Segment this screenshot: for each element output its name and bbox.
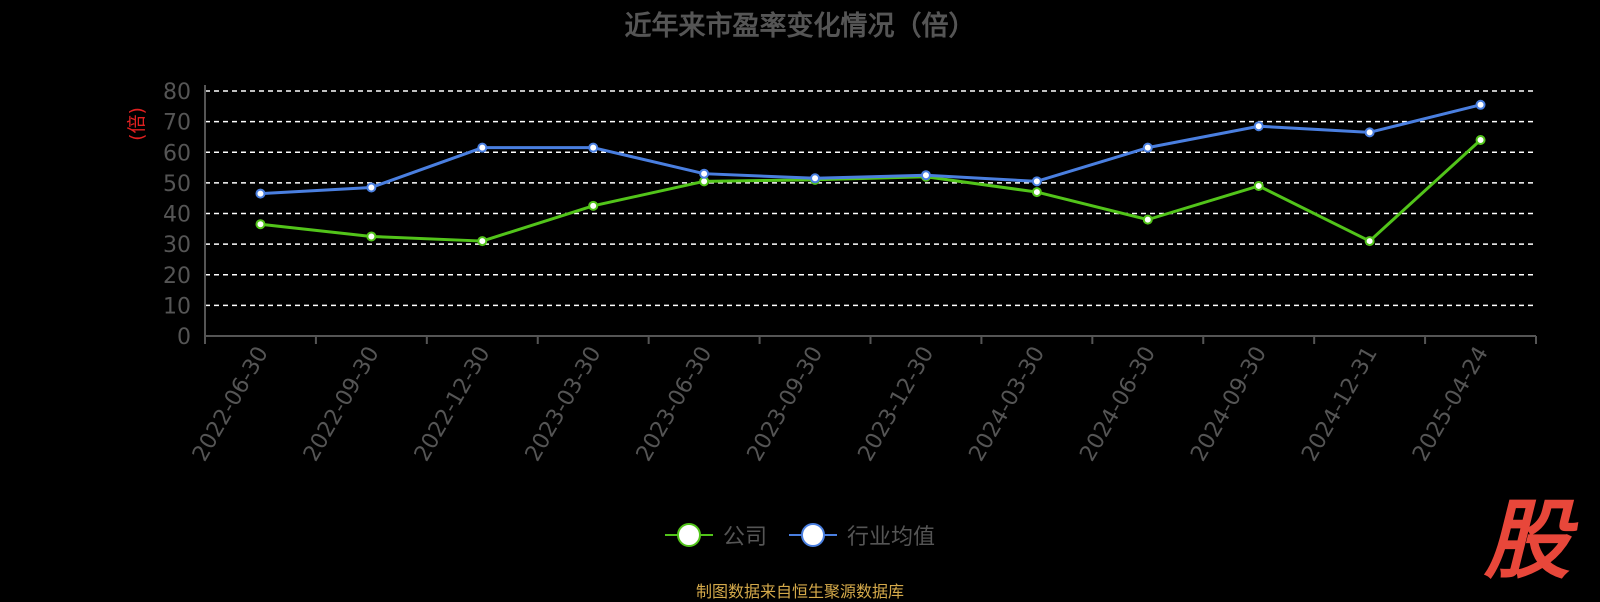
data-point-0 <box>1475 135 1486 145</box>
data-point-0 <box>588 200 599 211</box>
y-tick-label: 30 <box>163 233 191 258</box>
y-tick-label: 40 <box>163 203 191 228</box>
y-axis-label: (倍) <box>126 107 148 141</box>
data-point-0 <box>1364 236 1375 247</box>
x-tick-label: 2022-06-30 <box>188 343 274 466</box>
x-tick-label: 2023-03-30 <box>521 343 607 466</box>
data-point-1 <box>1364 127 1375 138</box>
data-point-1 <box>588 142 599 153</box>
x-tick-label: 2023-06-30 <box>632 343 718 466</box>
data-point-0 <box>1142 214 1153 225</box>
chart-title: 近年来市盈率变化情况（倍） <box>624 11 976 42</box>
legend: 公司 行业均值 <box>0 519 1600 551</box>
x-tick-label: 2022-12-30 <box>410 342 496 465</box>
data-point-1 <box>1142 142 1153 153</box>
data-point-1 <box>1475 99 1486 110</box>
legend-swatch-company <box>664 523 713 547</box>
y-tick-label: 50 <box>163 172 191 197</box>
legend-item-company[interactable]: 公司 <box>664 519 767 551</box>
x-tick-label: 2024-03-30 <box>964 343 1050 466</box>
x-tick-label: 2022-09-30 <box>299 343 385 466</box>
brand-logo: 股 <box>1484 491 1570 591</box>
x-tick-label: 2024-09-30 <box>1186 343 1272 466</box>
series-line-0 <box>260 138 1482 243</box>
x-tick-label: 2023-12-30 <box>854 342 940 465</box>
data-point-0 <box>366 231 377 242</box>
data-point-1 <box>699 168 710 179</box>
source-note: 制图数据来自恒生聚源数据库 <box>695 582 904 601</box>
data-point-0 <box>1031 187 1042 198</box>
data-point-1 <box>1253 121 1264 132</box>
series-line-1 <box>260 103 1481 196</box>
y-tick-label: 80 <box>163 80 191 105</box>
y-tick-label: 10 <box>163 294 191 319</box>
data-point-1 <box>366 182 377 193</box>
legend-item-industry[interactable]: 行业均值 <box>789 519 935 551</box>
y-tick-label: 60 <box>163 141 191 166</box>
data-point-0 <box>1253 180 1264 191</box>
data-point-1 <box>255 188 266 199</box>
data-point-1 <box>920 170 931 181</box>
y-tick-label: 70 <box>163 111 191 136</box>
x-tick-label: 2024-12-31 <box>1297 343 1383 466</box>
data-point-0 <box>477 236 488 247</box>
legend-label-company: 公司 <box>722 525 767 550</box>
x-tick-label: 2025-04-24 <box>1408 343 1494 466</box>
data-point-1 <box>477 142 488 153</box>
data-point-1 <box>810 173 821 184</box>
data-point-0 <box>255 219 266 230</box>
y-tick-label: 0 <box>177 325 191 350</box>
legend-swatch-industry <box>789 523 837 547</box>
x-tick-label: 2024-06-30 <box>1075 343 1161 466</box>
x-tick-label: 2023-09-30 <box>743 343 829 466</box>
legend-label-industry: 行业均值 <box>847 525 936 550</box>
y-tick-label: 20 <box>163 264 191 289</box>
data-point-1 <box>1031 176 1042 187</box>
